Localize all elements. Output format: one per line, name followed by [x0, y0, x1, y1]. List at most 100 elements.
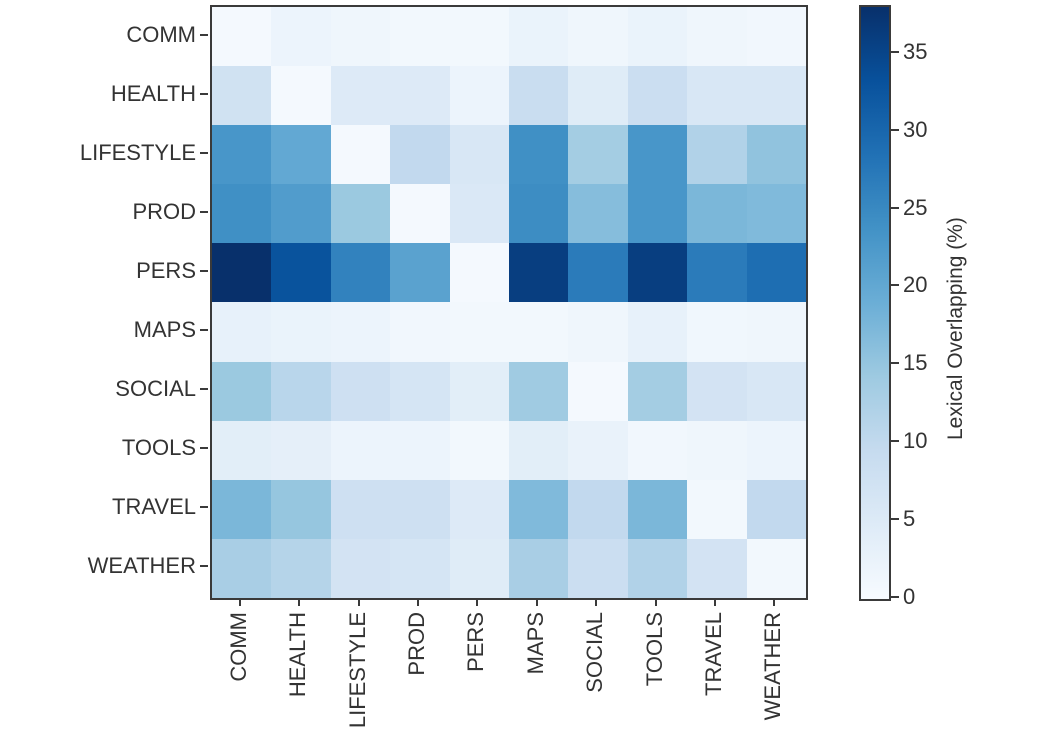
heatmap-cell — [390, 538, 450, 598]
heatmap-cell — [330, 538, 391, 598]
heatmap-cell — [627, 243, 688, 303]
heatmap-cell — [212, 361, 272, 421]
heatmap-cell — [212, 125, 272, 185]
y-tick-label: SOCIAL — [115, 376, 196, 402]
heatmap-cell — [568, 302, 628, 362]
x-axis-tick — [713, 598, 716, 606]
heatmap-cell — [390, 302, 450, 362]
heatmap-cell — [330, 66, 391, 126]
colorbar-tick-label: 30 — [903, 116, 928, 142]
y-tick-label: HEALTH — [110, 80, 196, 106]
heatmap-cell — [212, 243, 272, 303]
colorbar-axis-label: Lexical Overlapping (%) — [944, 217, 967, 440]
colorbar-tick — [891, 206, 899, 209]
heatmap-cell — [687, 243, 747, 303]
heatmap-cell — [509, 538, 569, 598]
heatmap-cell — [509, 361, 569, 421]
y-axis-tick — [200, 565, 208, 568]
heatmap-cell — [390, 361, 450, 421]
y-axis-tick — [200, 151, 208, 154]
colorbar-tick-label: 35 — [903, 38, 928, 64]
colorbar-tick — [891, 362, 899, 365]
heatmap-cell — [568, 361, 628, 421]
heatmap-cell — [627, 125, 688, 185]
y-axis-tick — [200, 210, 208, 213]
heatmap-cell — [330, 479, 391, 539]
colorbar-tick-label: 0 — [903, 584, 916, 609]
heatmap-cell — [390, 125, 450, 185]
y-tick-label: PERS — [136, 257, 196, 283]
heatmap-cell — [746, 66, 806, 126]
colorbar-tick-label: 5 — [903, 506, 916, 532]
x-tick-label: TOOLS — [641, 612, 667, 687]
x-axis-tick — [476, 598, 479, 606]
colorbar-tick — [891, 596, 899, 598]
y-tick-label: COMM — [126, 21, 196, 47]
heatmap-cell — [271, 479, 331, 539]
heatmap-cell — [271, 243, 331, 303]
heatmap-cell — [390, 66, 450, 126]
heatmap-cell — [449, 302, 509, 362]
heatmap-cell — [568, 420, 628, 480]
heatmap-cell — [627, 420, 688, 480]
heatmap-cell — [330, 361, 391, 421]
heatmap-cell — [509, 479, 569, 539]
heatmap-cell — [390, 420, 450, 480]
heatmap-cell — [449, 7, 509, 67]
heatmap-cell — [568, 538, 628, 598]
heatmap-cell — [390, 243, 450, 303]
heatmap-cell — [509, 243, 569, 303]
x-tick-label: MAPS — [522, 612, 548, 675]
heatmap-cell — [509, 125, 569, 185]
heatmap-cell — [271, 184, 331, 244]
heatmap-grid — [210, 5, 808, 600]
heatmap-cell — [627, 361, 688, 421]
colorbar — [859, 5, 891, 601]
y-axis-tick — [200, 92, 208, 95]
heatmap-cell — [449, 361, 509, 421]
heatmap-cell — [330, 125, 391, 185]
heatmap-cell — [746, 302, 806, 362]
heatmap-cell — [627, 479, 688, 539]
heatmap-cell — [568, 66, 628, 126]
y-axis-tick — [200, 506, 208, 509]
heatmap-cell — [687, 7, 747, 67]
heatmap-cell — [271, 361, 331, 421]
heatmap-cell — [271, 7, 331, 67]
heatmap-cell — [212, 302, 272, 362]
heatmap-cell — [330, 302, 391, 362]
heatmap-cell — [627, 184, 688, 244]
heatmap-cell — [509, 420, 569, 480]
heatmap-cell — [271, 302, 331, 362]
x-tick-label: PERS — [463, 612, 489, 672]
y-axis-tick — [200, 388, 208, 391]
colorbar-tick — [891, 518, 899, 521]
heatmap-cell — [509, 184, 569, 244]
y-tick-label: PROD — [132, 198, 196, 224]
heatmap-cell — [746, 538, 806, 598]
heatmap-cell — [687, 125, 747, 185]
colorbar-tick — [891, 284, 899, 287]
heatmap-cell — [746, 184, 806, 244]
heatmap-cell — [212, 420, 272, 480]
colorbar-tick — [891, 50, 899, 53]
heatmap-cell — [212, 66, 272, 126]
heatmap-cell — [271, 125, 331, 185]
heatmap-cell — [509, 302, 569, 362]
heatmap-cell — [212, 479, 272, 539]
heatmap-cell — [746, 420, 806, 480]
x-axis-tick — [298, 598, 301, 606]
heatmap-cell — [390, 184, 450, 244]
heatmap-cell — [330, 243, 391, 303]
heatmap-cell — [746, 125, 806, 185]
y-axis-tick — [200, 269, 208, 272]
heatmap-cell — [271, 66, 331, 126]
x-tick-label: SOCIAL — [582, 612, 608, 693]
heatmap-cell — [568, 243, 628, 303]
heatmap-cell — [627, 538, 688, 598]
colorbar-tick-label: 15 — [903, 350, 928, 376]
heatmap-cell — [449, 538, 509, 598]
colorbar-tick — [891, 440, 899, 443]
heatmap-cell — [509, 66, 569, 126]
